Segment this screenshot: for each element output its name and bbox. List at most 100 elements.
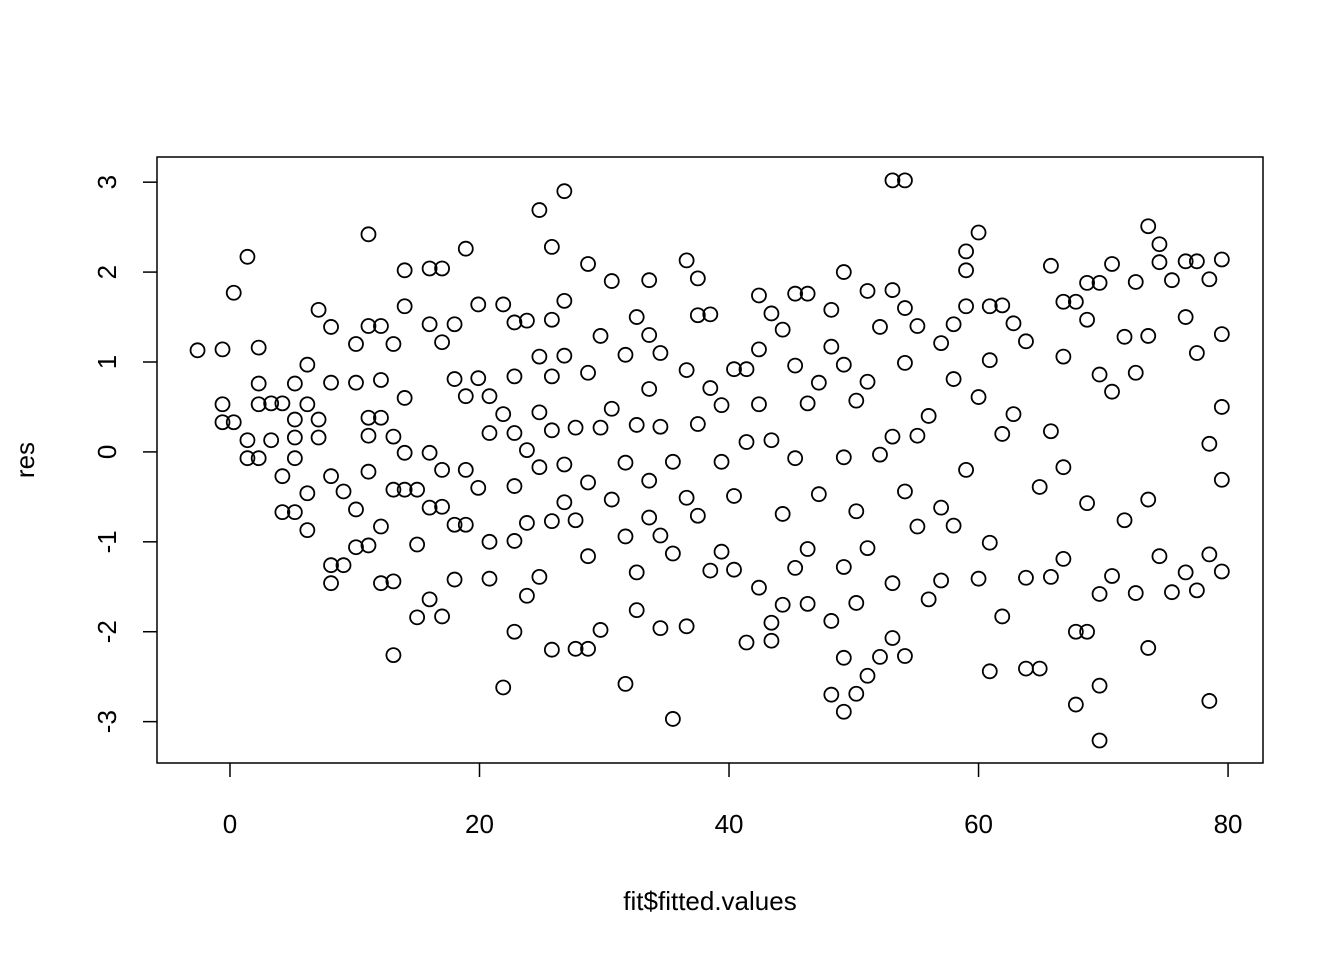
point — [457, 388, 474, 405]
point — [664, 711, 681, 727]
point — [981, 298, 998, 315]
point — [1151, 548, 1168, 565]
point — [214, 396, 231, 413]
point — [897, 300, 913, 316]
point — [909, 518, 926, 535]
point — [738, 434, 755, 450]
point — [933, 335, 950, 352]
point — [286, 429, 303, 446]
point — [751, 341, 767, 358]
plot-frame — [156, 156, 1264, 764]
point — [799, 541, 816, 557]
point — [1104, 256, 1120, 272]
point — [958, 262, 974, 279]
point — [274, 468, 291, 485]
point — [1055, 459, 1072, 476]
point — [396, 390, 413, 406]
point — [335, 557, 352, 574]
point — [1091, 732, 1108, 749]
point — [580, 364, 596, 381]
point — [434, 334, 450, 351]
point — [323, 468, 339, 485]
point — [763, 432, 780, 449]
point — [1201, 693, 1218, 709]
point — [641, 272, 658, 289]
point — [434, 498, 450, 515]
point — [848, 503, 865, 520]
point — [360, 226, 377, 243]
point — [250, 339, 267, 356]
point — [859, 283, 876, 299]
point — [689, 416, 706, 432]
point — [1213, 563, 1230, 580]
point — [1067, 696, 1084, 713]
point — [446, 371, 463, 387]
point — [580, 256, 596, 272]
point — [543, 311, 560, 328]
point — [592, 328, 609, 344]
point — [457, 516, 474, 533]
point — [274, 395, 291, 412]
point — [396, 444, 413, 461]
point — [531, 568, 548, 585]
point — [763, 614, 780, 631]
point — [1177, 564, 1194, 581]
point — [1127, 585, 1144, 601]
point — [884, 575, 901, 592]
point — [799, 395, 816, 412]
point — [373, 409, 389, 426]
point — [872, 649, 888, 665]
point — [567, 419, 584, 436]
point — [835, 356, 852, 373]
point — [787, 450, 804, 467]
point — [751, 287, 767, 304]
point — [1031, 660, 1048, 677]
point — [970, 224, 987, 241]
point — [1164, 272, 1180, 289]
point — [519, 442, 535, 459]
point — [823, 686, 840, 703]
point — [1177, 309, 1194, 325]
point — [421, 316, 438, 333]
point — [787, 559, 804, 576]
point — [1091, 274, 1108, 291]
point — [360, 537, 377, 554]
point — [872, 319, 888, 335]
point — [689, 270, 706, 287]
y-tick-label: 2 — [92, 265, 122, 279]
point — [286, 450, 303, 467]
point — [617, 528, 634, 545]
point — [348, 539, 364, 556]
y-tick-label: 1 — [92, 355, 122, 369]
point — [286, 504, 303, 521]
point — [531, 404, 548, 421]
point — [506, 425, 523, 441]
point — [678, 618, 695, 635]
point — [385, 428, 402, 445]
y-tick-label: -2 — [92, 620, 122, 643]
point — [1067, 293, 1084, 310]
point — [396, 262, 413, 279]
point — [884, 630, 901, 646]
point — [519, 587, 535, 604]
point — [1091, 677, 1108, 694]
point — [225, 414, 242, 431]
point — [263, 395, 280, 412]
point — [641, 327, 658, 343]
point — [751, 579, 767, 596]
point — [678, 252, 695, 269]
point — [884, 428, 901, 445]
point — [1005, 315, 1022, 332]
y-tick-label: 0 — [92, 445, 122, 459]
point — [678, 489, 695, 506]
point — [421, 260, 438, 277]
point — [726, 561, 742, 578]
y-axis-label: res — [10, 442, 40, 478]
point — [1177, 253, 1194, 270]
point — [506, 478, 523, 494]
point — [884, 172, 901, 189]
point — [1213, 471, 1230, 488]
point — [702, 562, 719, 579]
point — [1043, 257, 1059, 274]
